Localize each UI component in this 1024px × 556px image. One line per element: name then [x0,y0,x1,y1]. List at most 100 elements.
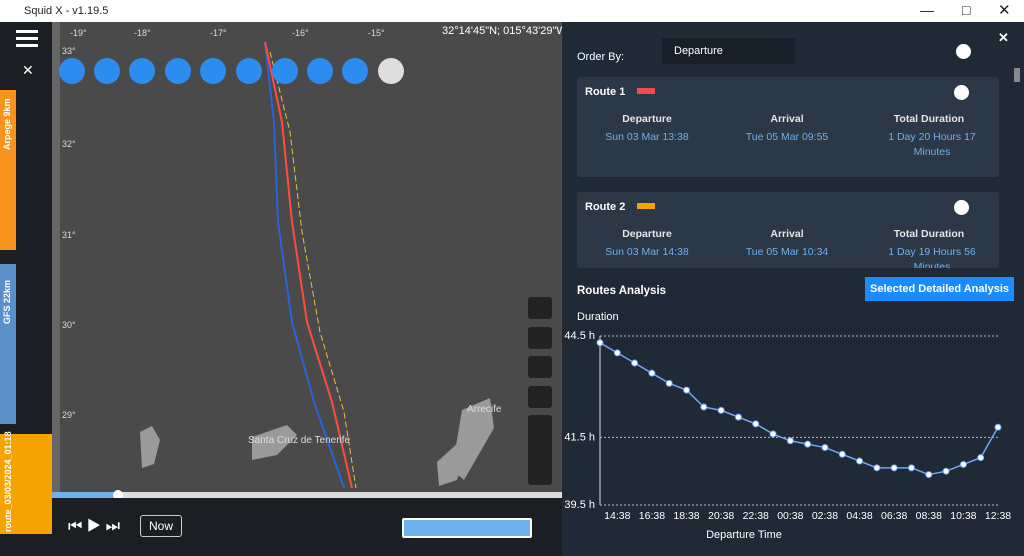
tool-button[interactable] [59,58,85,84]
route-color [637,203,655,209]
tool-button[interactable] [307,58,333,84]
cursor-coordinates: 32°14'45"N; 015°43'29"W [442,25,562,37]
tool-button[interactable] [272,58,298,84]
map-canvas: -19° -18° -17° -16° -15° 32°14'45"N; 015… [52,22,562,498]
data-point [596,339,604,347]
departure: Sun 03 Mar 14:38 [605,246,689,258]
zoom-slider[interactable] [402,518,532,538]
island [452,398,494,480]
wind-barbs [269,51,357,489]
lon-label: -15° [368,28,385,38]
data-point [752,420,760,428]
column-header: Total Duration [893,113,965,125]
tool-button[interactable] [94,58,120,84]
data-point [769,430,777,438]
lat-label: 30° [62,320,76,330]
route-color [637,88,655,94]
tool-button[interactable] [200,58,226,84]
data-point [717,406,725,414]
x-tick-label: 22:38 [743,510,769,522]
duration: 1 Day 20 Hours 17 Minutes [888,131,976,158]
x-tick-label: 04:38 [846,510,872,522]
tool-button[interactable] [236,58,262,84]
map-button[interactable] [528,297,552,319]
close[interactable]: ✕ [998,2,1011,19]
route-name: Route 1 [585,86,626,98]
order-by-label: Order By: [577,51,625,63]
route-panel: Order By: Departure ✕ Route 1 Departure … [562,22,1024,556]
x-tick-label: 00:38 [777,510,803,522]
place-label: Arrecife [467,404,502,415]
duration: 1 Day 19 Hours 56 Minutes [888,246,976,268]
map-button[interactable] [528,327,552,349]
route-line [264,41,345,489]
menu-button[interactable] [16,30,38,33]
lon-label: -18° [134,28,151,38]
arrival: Tue 05 Mar 10:34 [745,246,829,258]
column-header: Departure [622,113,672,125]
y-axis-title: Duration [577,311,619,323]
arrival: Tue 05 Mar 09:55 [745,131,829,143]
lat-label: 29° [62,410,76,420]
map-button[interactable] [528,386,552,408]
minimize[interactable]: — [920,2,934,18]
lat-label: 32° [62,139,76,149]
playback-controls[interactable]: ⏮ ▶ ⏭ [68,518,120,535]
data-point [804,440,812,448]
tool-button[interactable] [129,58,155,84]
data-point [631,359,639,367]
island [252,425,297,460]
data-point [907,464,915,472]
tool-button[interactable] [378,58,404,84]
lon-label: -17° [210,28,227,38]
x-tick-label: 06:38 [881,510,907,522]
column-header: Arrival [770,113,804,125]
x-tick-label: 14:38 [604,510,630,522]
place-label: Santa Cruz de Tenerife [248,435,351,446]
map-button[interactable] [528,356,552,378]
zoom-controls[interactable] [528,415,552,485]
y-tick-label: 39.5 h [564,499,595,511]
lon-label: -19° [70,28,87,38]
column-header: Total Duration [893,228,965,240]
y-tick-label: 41.5 h [564,431,595,443]
close-panel[interactable]: ✕ [998,30,1009,45]
timeline-handle[interactable] [113,490,123,498]
x-tick-label: 10:38 [950,510,976,522]
order-by-select[interactable]: Departure [662,38,795,64]
data-point [977,454,985,462]
close-sidebar[interactable]: ✕ [22,62,34,78]
toggle[interactable] [954,200,969,215]
series-line [599,342,999,476]
toggle[interactable] [954,85,969,100]
route-tab: route_03/03/2024_01:18 [0,431,52,534]
tool-button[interactable] [342,58,368,84]
data-point [648,369,656,377]
data-point [838,450,846,458]
title-bar: Squid X - v1.19.5 — □ ✕ [0,0,1024,22]
data-point [665,379,673,387]
toggle[interactable] [956,44,971,59]
map-scroll [52,22,60,498]
lat-label: 31° [62,230,76,240]
data-point [856,457,864,465]
model-label: Arpege 9km [2,98,12,150]
maximize[interactable]: □ [962,2,971,18]
route-card: Route 1 Departure Arrival Total Duration… [577,77,999,177]
route-label: route_03/03/2024_01:18 [3,431,13,532]
x-axis-title: Departure Time [706,529,782,541]
analysis-button[interactable]: Selected Detailed Analysis [865,277,1014,301]
column-header: Arrival [770,228,804,240]
data-point [942,467,950,475]
lon-label: -16° [292,28,309,38]
model-tab: Arpege 9km [0,90,16,250]
island [140,426,160,468]
now-button[interactable]: Now [140,515,183,537]
toolbar [59,58,404,84]
data-point [683,386,691,394]
route-name: Route 2 [585,201,626,213]
route-line [264,41,353,489]
tool-button[interactable] [165,58,191,84]
analysis-title: Routes Analysis [577,285,667,297]
data-point [890,464,898,472]
